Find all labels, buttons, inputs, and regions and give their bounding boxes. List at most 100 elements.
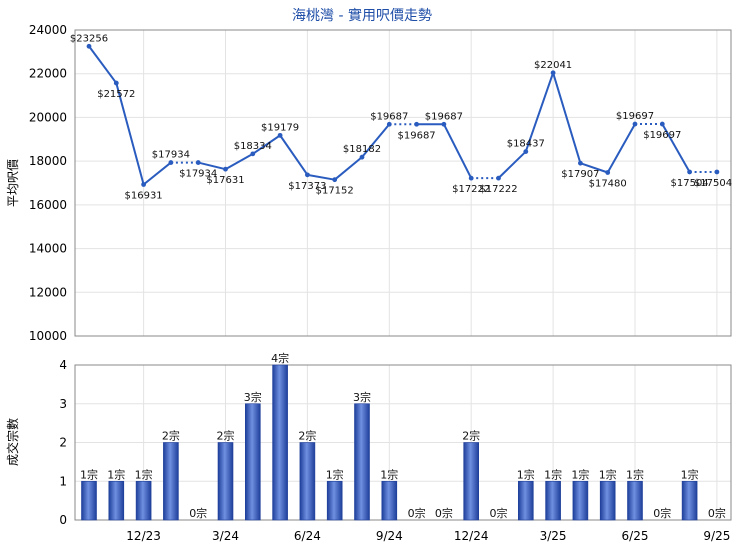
price-data-label: $18334 — [234, 141, 272, 152]
price-line-segment — [142, 161, 172, 186]
price-line-segment — [580, 162, 609, 174]
chart-title: 海桃灣 - 實用呎價走勢 — [292, 7, 432, 24]
volume-bar — [108, 480, 125, 521]
price-data-label: $19179 — [261, 122, 299, 133]
volume-bar-label: 2宗 — [298, 429, 316, 443]
price-point — [195, 160, 201, 165]
price-point — [168, 160, 174, 165]
price-line-segment — [334, 156, 363, 181]
price-point — [277, 132, 283, 138]
price-data-label: $21572 — [97, 89, 135, 100]
volume-bar — [135, 480, 152, 521]
volume-bar — [299, 442, 316, 521]
volume-y-tick-label: 0 — [59, 513, 67, 527]
volume-bar — [463, 442, 480, 521]
volume-bar-label: 0宗 — [490, 506, 508, 520]
price-point — [86, 43, 92, 49]
volume-bar-label: 3宗 — [353, 390, 371, 404]
price-line-segment — [552, 72, 582, 164]
x-tick-label: 12/24 — [454, 529, 489, 543]
volume-panel: 0 1 2 3 4 成交宗數 1宗 1宗 1宗 2宗 0宗 2宗 3宗 4宗 2宗 1宗 3宗 1宗 0宗 0宗 2… — [5, 351, 732, 543]
volume-bar-label: 1宗 — [571, 467, 589, 481]
volume-bar — [572, 480, 589, 521]
volume-bar-label: 1宗 — [380, 467, 398, 481]
volume-y-axis-label: 成交宗數 — [5, 418, 20, 466]
volume-bar-label: 1宗 — [626, 467, 644, 481]
price-point — [632, 121, 638, 127]
price-data-label: $17504 — [671, 178, 709, 189]
volume-bar — [326, 480, 343, 521]
price-line-segment — [307, 173, 335, 181]
volume-bar-label: 3宗 — [244, 390, 262, 404]
volume-bar — [217, 442, 234, 521]
price-data-label: $17152 — [316, 186, 354, 197]
price-point — [550, 70, 556, 76]
price-line-segment — [225, 152, 254, 171]
price-data-label: $17504 — [694, 178, 732, 189]
price-y-axis-label: 平均呎價 — [6, 159, 20, 207]
price-data-label: $18437 — [507, 139, 545, 150]
price-line-segment — [524, 72, 555, 152]
x-tick-label: 9/24 — [376, 529, 403, 543]
price-data-label: $17222 — [452, 184, 490, 195]
price-data-label: $18182 — [343, 144, 381, 155]
volume-bar-label: 4宗 — [271, 351, 289, 365]
price-point — [386, 121, 392, 127]
x-tick-label: 3/25 — [540, 529, 567, 543]
price-data-label: $17631 — [206, 175, 244, 186]
price-y-tick-label: 16000 — [29, 198, 67, 212]
volume-panel-frame — [74, 364, 732, 521]
price-point — [414, 121, 419, 127]
price-data-label: $17907 — [561, 169, 599, 180]
price-point — [605, 170, 611, 175]
price-data-label: $17934 — [179, 169, 217, 180]
price-line-segment — [88, 45, 118, 84]
price-line-segment — [497, 150, 527, 179]
volume-bar — [272, 364, 288, 521]
price-point — [359, 154, 365, 160]
volume-bar-label: 1宗 — [107, 467, 125, 481]
volume-y-tick-label: 3 — [59, 397, 67, 411]
price-line-segment — [252, 134, 281, 155]
price-point — [141, 182, 147, 187]
price-line-segment — [197, 161, 226, 171]
price-point — [441, 121, 447, 127]
volume-bar-label: 2宗 — [217, 429, 235, 443]
price-data-label: $17480 — [589, 179, 627, 190]
volume-bar — [81, 480, 97, 521]
price-data-label: $22041 — [534, 60, 572, 71]
price-data-label: $19687 — [370, 111, 408, 122]
price-data-label: $23256 — [70, 33, 108, 44]
volume-bar-label: 2宗 — [162, 429, 180, 443]
price-y-tick-label: 18000 — [29, 154, 67, 168]
price-data-label: $17222 — [479, 184, 517, 195]
volume-bar-label: 1宗 — [326, 467, 344, 481]
x-tick-label: 6/25 — [622, 529, 649, 543]
price-point — [659, 121, 665, 127]
price-line-segment — [443, 123, 473, 179]
volume-bar — [627, 480, 643, 521]
price-point — [305, 172, 310, 178]
price-line-segment — [606, 123, 636, 173]
price-data-label: $19687 — [425, 111, 463, 122]
price-line-segment — [115, 82, 145, 185]
x-tick-label: 9/25 — [703, 529, 730, 543]
volume-bar — [517, 480, 534, 521]
price-point — [496, 175, 501, 181]
x-tick-label: 3/24 — [212, 529, 239, 543]
volume-y-tick-label: 2 — [59, 436, 67, 450]
volume-bar — [681, 480, 698, 521]
volume-bar-label: 0宗 — [435, 506, 453, 520]
volume-bar-label: 1宗 — [599, 467, 617, 481]
price-point — [578, 160, 583, 166]
price-data-label: $19697 — [616, 111, 654, 122]
price-point — [250, 151, 256, 157]
volume-bar-label: 1宗 — [135, 467, 153, 481]
volume-bar-label: 1宗 — [681, 467, 699, 481]
price-point — [687, 169, 692, 175]
x-tick-label: 12/23 — [126, 529, 161, 543]
price-data-label: $19687 — [398, 130, 436, 141]
price-y-tick-label: 10000 — [29, 329, 67, 343]
price-point — [332, 177, 338, 183]
